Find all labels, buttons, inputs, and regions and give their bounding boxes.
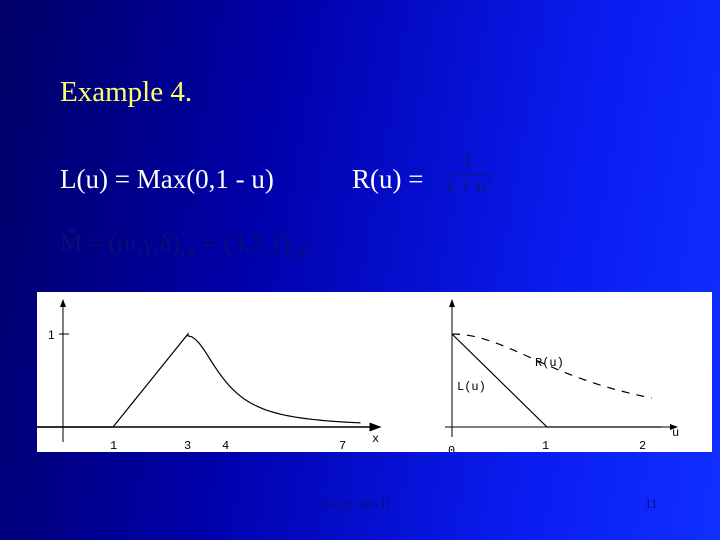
l-series-label: L(u)	[457, 380, 486, 394]
left-x-tick-label: 7	[339, 439, 346, 452]
figure-image: 1 1 3 4 7 x 0 1 2 u R(u) L(u)	[37, 292, 712, 458]
slide-footer: Fuzzy sets II	[323, 496, 390, 511]
r-function-curve	[451, 333, 652, 399]
lr-sub-1: LR	[180, 246, 197, 260]
left-x-tick-label: 3	[184, 439, 191, 452]
right-function-lhs: R(u) =	[352, 164, 424, 194]
left-x-tick-label: 4	[222, 439, 229, 452]
page-number: 11	[645, 496, 658, 511]
fraction-denominator: 1 + u2	[445, 175, 492, 198]
left-y-tick-label: 1	[48, 328, 55, 342]
right-x-tick-label: 0	[448, 444, 455, 452]
right-function-fraction: 1 1 + u2	[445, 150, 492, 198]
fraction-numerator: 1	[445, 150, 492, 175]
slide-title: Example 4.	[60, 76, 193, 108]
right-x-axis-label: u	[672, 426, 679, 440]
exponent: 2	[486, 175, 492, 188]
membership-curve	[37, 332, 361, 428]
right-x-tick-label: 1	[542, 439, 549, 452]
fuzzy-rhs: = (3,2,1)	[196, 230, 291, 257]
r-series-label: R(u)	[535, 356, 564, 370]
left-function-formula: L(u) = Max(0,1 - u)	[60, 164, 274, 194]
l-function-curve	[451, 333, 661, 428]
fuzzy-lhs: M̃ = (m,γ,δ)	[60, 230, 181, 257]
right-x-tick-label: 2	[639, 439, 646, 452]
left-x-tick-label: 1	[110, 439, 117, 452]
lr-sub-2: LR	[290, 246, 307, 260]
denominator-text: 1 + u	[445, 175, 487, 197]
left-x-axis-label: x	[372, 432, 379, 446]
figure-svg: 1 1 3 4 7 x 0 1 2 u R(u) L(u)	[37, 299, 679, 458]
fuzzy-number-definition: M̃ = (m,γ,δ)LR = (3,2,1)LR	[60, 230, 307, 261]
